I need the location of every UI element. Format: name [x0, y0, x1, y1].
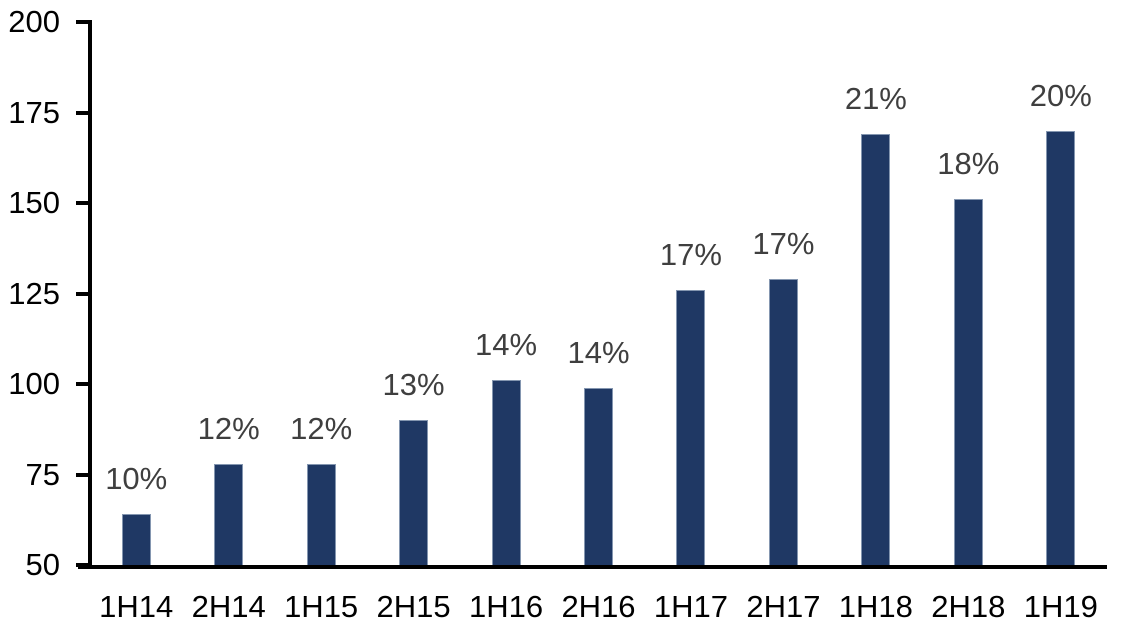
- y-tick-label: 200: [8, 4, 60, 39]
- bar: [768, 279, 798, 565]
- x-tick-label: 1H15: [284, 589, 359, 624]
- y-tick-mark: [76, 382, 90, 386]
- bar-data-label: 17%: [659, 236, 722, 272]
- y-tick-mark: [76, 110, 90, 115]
- bar-data-label: 18%: [937, 146, 1000, 182]
- x-tick-label: 2H15: [376, 589, 451, 624]
- x-tick-label: 1H14: [99, 589, 174, 624]
- bar: [1046, 130, 1076, 565]
- bar: [861, 134, 891, 565]
- y-tick-label: 100: [8, 366, 60, 401]
- x-tick-label: 1H18: [838, 589, 913, 624]
- x-tick-label: 1H17: [653, 589, 728, 624]
- bar-data-label: 12%: [290, 410, 353, 446]
- x-tick-label: 1H19: [1023, 589, 1098, 624]
- bar-data-label: 20%: [1029, 77, 1092, 113]
- y-tick-mark: [76, 563, 90, 567]
- y-tick-mark: [76, 20, 90, 24]
- x-tick-label: 2H16: [561, 589, 636, 624]
- bar-data-label: 13%: [382, 367, 445, 403]
- bar: [953, 199, 983, 565]
- bar: [214, 463, 244, 565]
- bar: [676, 289, 706, 565]
- x-tick-label: 2H14: [191, 589, 266, 624]
- bar-data-label: 17%: [752, 226, 815, 262]
- y-tick-label: 175: [8, 94, 60, 130]
- y-axis-line: [88, 20, 92, 569]
- y-tick-label: 125: [8, 275, 60, 311]
- y-tick-mark: [76, 472, 90, 477]
- y-tick-label: 150: [8, 185, 60, 220]
- bar: [121, 514, 151, 565]
- x-axis-line: [78, 565, 1107, 569]
- bar-data-label: 10%: [105, 461, 168, 497]
- x-tick-label: 2H17: [746, 589, 821, 624]
- bar: [491, 380, 521, 565]
- bar: [584, 387, 613, 565]
- bar-data-label: 14%: [475, 327, 538, 363]
- y-tick-label: 50: [25, 547, 60, 582]
- x-tick-label: 2H18: [931, 589, 1006, 624]
- bar-data-label: 12%: [197, 410, 260, 446]
- x-tick-label: 1H16: [468, 589, 544, 624]
- bar: [306, 463, 336, 565]
- bar-data-label: 14%: [567, 334, 630, 370]
- bar-data-label: 21%: [844, 81, 907, 117]
- y-tick-mark: [76, 201, 90, 205]
- y-tick-mark: [76, 291, 90, 296]
- y-tick-label: 75: [25, 456, 60, 492]
- bar: [399, 420, 429, 565]
